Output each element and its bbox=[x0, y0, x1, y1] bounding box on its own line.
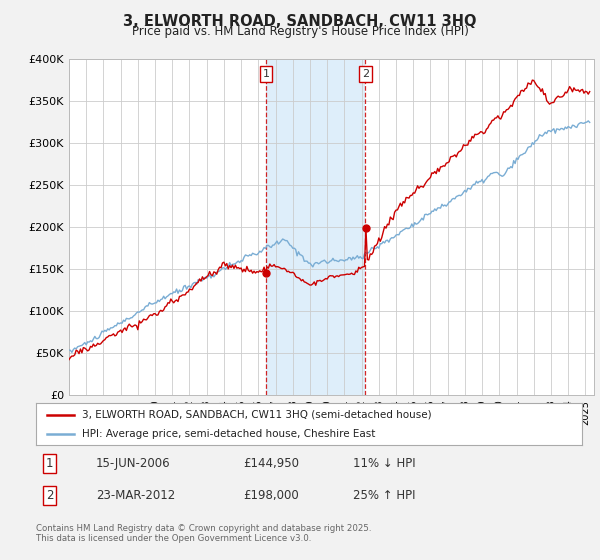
Text: 3, ELWORTH ROAD, SANDBACH, CW11 3HQ: 3, ELWORTH ROAD, SANDBACH, CW11 3HQ bbox=[123, 14, 477, 29]
Text: 2: 2 bbox=[362, 69, 369, 79]
Text: Price paid vs. HM Land Registry's House Price Index (HPI): Price paid vs. HM Land Registry's House … bbox=[131, 25, 469, 38]
Text: 2: 2 bbox=[46, 489, 53, 502]
Text: £198,000: £198,000 bbox=[244, 489, 299, 502]
Text: HPI: Average price, semi-detached house, Cheshire East: HPI: Average price, semi-detached house,… bbox=[82, 429, 376, 439]
Text: 3, ELWORTH ROAD, SANDBACH, CW11 3HQ (semi-detached house): 3, ELWORTH ROAD, SANDBACH, CW11 3HQ (sem… bbox=[82, 409, 432, 419]
Text: 25% ↑ HPI: 25% ↑ HPI bbox=[353, 489, 415, 502]
Text: 1: 1 bbox=[263, 69, 269, 79]
Bar bbox=[266, 59, 365, 395]
Text: £144,950: £144,950 bbox=[244, 457, 299, 470]
Text: 15-JUN-2006: 15-JUN-2006 bbox=[96, 457, 170, 470]
Text: Contains HM Land Registry data © Crown copyright and database right 2025.
This d: Contains HM Land Registry data © Crown c… bbox=[36, 524, 371, 543]
Text: 11% ↓ HPI: 11% ↓ HPI bbox=[353, 457, 415, 470]
Text: 1: 1 bbox=[46, 457, 53, 470]
Text: 23-MAR-2012: 23-MAR-2012 bbox=[96, 489, 175, 502]
